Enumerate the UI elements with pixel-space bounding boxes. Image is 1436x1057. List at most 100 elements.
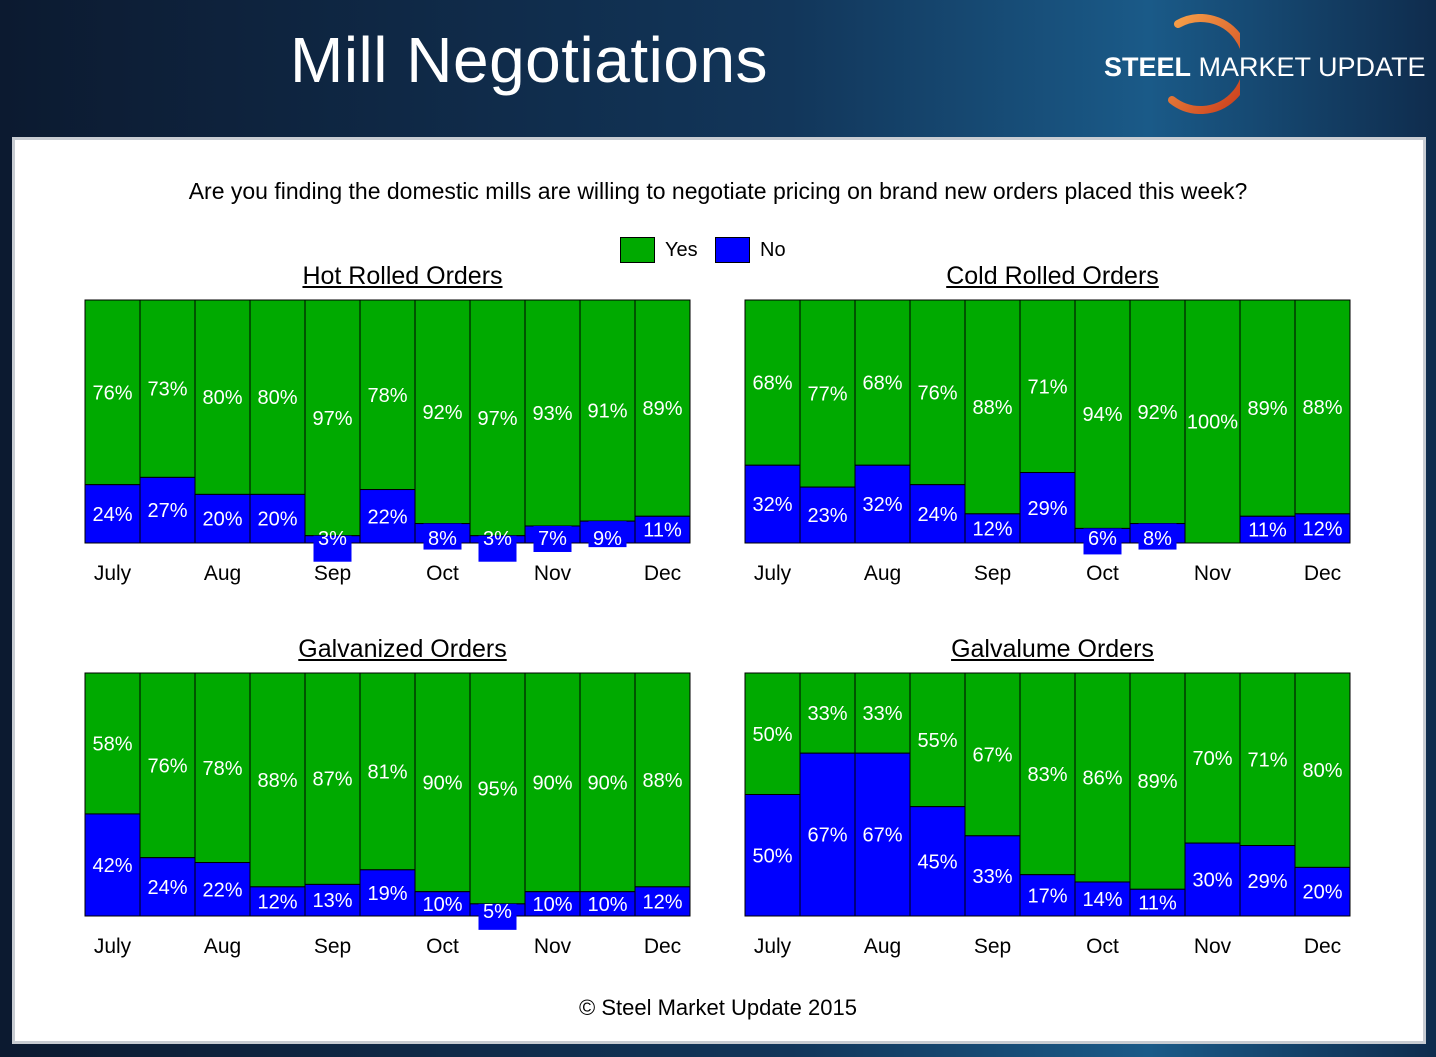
galvalume-label-no: 30% xyxy=(1192,870,1232,892)
chart-title-galvalume: Galvalume Orders xyxy=(951,635,1154,663)
galvanized-month-label: Sep xyxy=(314,935,351,958)
cold-rolled-bar-no xyxy=(1239,515,1296,544)
galvanized-bar-no xyxy=(84,813,141,917)
hot-rolled-label-yes: 73% xyxy=(147,379,187,401)
hot-rolled-bar-yes xyxy=(139,299,196,478)
cold-rolled-bar-yes xyxy=(744,299,801,466)
cold-rolled-label-yes: 92% xyxy=(1137,402,1177,424)
legend-swatch-yes xyxy=(620,237,655,263)
galvalume-bar-no xyxy=(1074,881,1131,917)
cold-rolled-label-no: 23% xyxy=(807,505,847,527)
chart-title-hot-rolled: Hot Rolled Orders xyxy=(302,262,503,290)
galvanized-bar-yes xyxy=(194,672,251,864)
galvanized-label-no: 42% xyxy=(92,855,132,877)
hot-rolled-label-yes: 97% xyxy=(312,408,352,430)
galvalume-label-yes: 67% xyxy=(972,744,1012,766)
hot-rolled-bar-no xyxy=(249,493,306,544)
galvanized-label-no: 10% xyxy=(422,894,462,916)
cold-rolled-label-yes: 77% xyxy=(807,384,847,406)
cold-rolled-label-yes: 68% xyxy=(752,373,792,395)
galvalume-bar-no xyxy=(744,794,801,917)
hot-rolled-bar-yes xyxy=(469,299,526,537)
galvanized-bar-yes xyxy=(84,672,141,815)
cold-rolled-label-no: 29% xyxy=(1027,498,1067,520)
galvalume-label-yes: 55% xyxy=(917,730,957,752)
hot-rolled-label-no: 20% xyxy=(257,509,297,531)
hot-rolled-label-yes: 80% xyxy=(257,387,297,409)
cold-rolled-bar-yes xyxy=(1019,299,1076,474)
hot-rolled-month-label: Sep xyxy=(314,562,351,585)
galvalume-label-no: 50% xyxy=(752,845,792,867)
cold-rolled-bar-no xyxy=(964,513,1021,544)
cold-rolled-label-no: 12% xyxy=(972,518,1012,540)
hot-rolled-month-label: July xyxy=(94,562,132,585)
galvanized-label-yes: 88% xyxy=(257,770,297,792)
cold-rolled-bar-no xyxy=(799,486,856,544)
galvalume-label-yes: 71% xyxy=(1247,749,1287,771)
galvanized-label-no: 10% xyxy=(587,894,627,916)
hot-rolled-label-no: 27% xyxy=(147,500,187,522)
hot-rolled-bar-no xyxy=(194,493,251,544)
galvanized-bar-no xyxy=(634,886,691,917)
cold-rolled-label-no: 24% xyxy=(917,504,957,526)
hot-rolled-month-label: Oct xyxy=(426,562,459,585)
hot-rolled-label-backing xyxy=(478,535,517,562)
hot-rolled-month-label: Nov xyxy=(534,562,572,585)
galvanized-bar-yes xyxy=(469,672,526,905)
legend-label-no: No xyxy=(760,239,786,261)
galvalume-bar-yes xyxy=(854,672,911,754)
cold-rolled-label-yes: 88% xyxy=(972,397,1012,419)
hot-rolled-label-no: 3% xyxy=(483,528,512,550)
galvanized-bar-yes xyxy=(249,672,306,888)
cold-rolled-bar-yes xyxy=(854,299,911,466)
galvalume-label-no: 11% xyxy=(1138,893,1177,915)
logo-text: STEEL MARKET UPDATE xyxy=(1104,52,1426,83)
galvanized-label-no: 5% xyxy=(483,901,512,923)
cold-rolled-label-no: 6% xyxy=(1088,528,1117,550)
logo-text-regular: MARKET UPDATE xyxy=(1198,52,1426,82)
galvanized-label-no: 19% xyxy=(367,883,407,905)
cold-rolled-label-yes: 68% xyxy=(862,373,902,395)
galvalume-bar-no xyxy=(1019,874,1076,917)
galvanized-month-label: Oct xyxy=(426,935,459,958)
galvanized-label-yes: 87% xyxy=(312,769,352,791)
galvalume-bar-no xyxy=(1294,866,1351,917)
cold-rolled-bar-no xyxy=(1294,513,1351,544)
cold-rolled-bar-yes xyxy=(1129,299,1186,525)
cold-rolled-month-label: Aug xyxy=(864,562,901,585)
chart-title-cold-rolled: Cold Rolled Orders xyxy=(946,262,1159,290)
galvanized-month-label: Aug xyxy=(204,935,241,958)
galvalume-bar-no xyxy=(799,752,856,917)
hot-rolled-bar-no xyxy=(634,515,691,544)
copyright-footer: © Steel Market Update 2015 xyxy=(579,995,857,1020)
galvanized-label-yes: 90% xyxy=(587,772,627,794)
hot-rolled-label-no: 3% xyxy=(318,528,347,550)
galvalume-bar-yes xyxy=(744,672,801,795)
galvanized-label-yes: 90% xyxy=(532,772,572,794)
cold-rolled-bar-no xyxy=(909,484,966,544)
galvanized-label-yes: 90% xyxy=(422,772,462,794)
galvalume-label-no: 33% xyxy=(972,866,1012,888)
hot-rolled-label-backing xyxy=(313,535,352,562)
cold-rolled-label-no: 11% xyxy=(1248,520,1287,542)
legend-label-yes: Yes xyxy=(665,239,698,261)
hot-rolled-bar-yes xyxy=(249,299,306,495)
galvalume-label-yes: 83% xyxy=(1027,764,1067,786)
hot-rolled-month-label: Aug xyxy=(204,562,241,585)
hot-rolled-label-yes: 78% xyxy=(367,385,407,407)
galvanized-label-yes: 76% xyxy=(147,755,187,777)
galvalume-bar-yes xyxy=(909,672,966,808)
galvalume-label-no: 67% xyxy=(807,825,847,847)
galvalume-label-yes: 70% xyxy=(1192,748,1232,770)
hot-rolled-label-yes: 76% xyxy=(92,382,132,404)
galvanized-label-no: 12% xyxy=(642,891,682,913)
hot-rolled-label-backing xyxy=(423,523,462,550)
galvanized-bar-no xyxy=(194,862,251,917)
galvalume-month-label: Aug xyxy=(864,935,901,958)
galvanized-bar-no xyxy=(304,883,361,917)
cold-rolled-month-label: Sep xyxy=(974,562,1011,585)
hot-rolled-bar-yes xyxy=(414,299,471,525)
galvalume-label-no: 45% xyxy=(917,851,957,873)
galvanized-bar-no xyxy=(579,891,636,917)
logo-text-bold: STEEL xyxy=(1104,52,1192,82)
